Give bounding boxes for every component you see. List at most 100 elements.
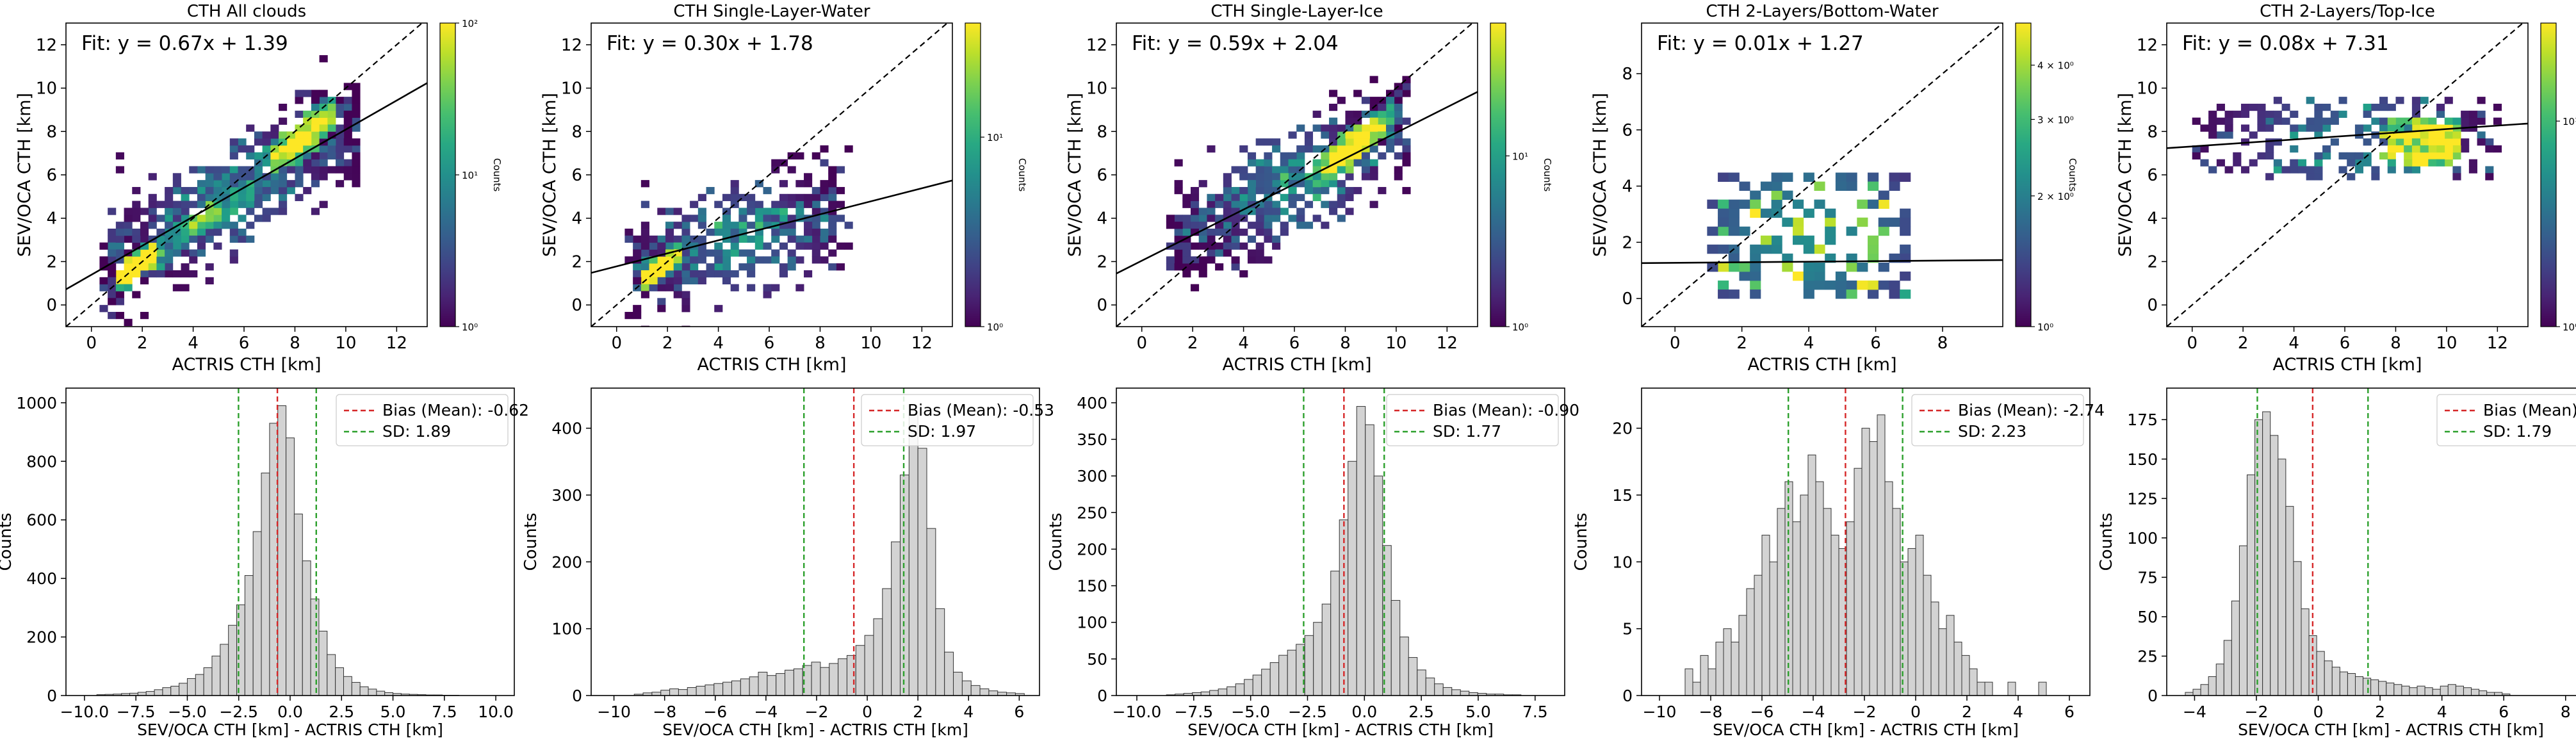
heatmap-cell (1255, 228, 1264, 236)
heatmap-cell (1231, 208, 1240, 215)
histogram-bar (310, 598, 320, 696)
heatmap-cell (189, 228, 198, 236)
heatmap-cell (2273, 138, 2282, 146)
heatmap-cell (1174, 263, 1183, 271)
heatmap-cell (2452, 145, 2461, 153)
heatmap-cell (140, 277, 149, 285)
heatmap-cell (1280, 193, 1289, 202)
x-tick-label: −8 (653, 703, 676, 721)
x-tick-label: −7.5 (117, 703, 156, 721)
heatmap-cell (754, 235, 763, 243)
histogram-bar (1900, 561, 1909, 696)
heatmap-cell (1166, 256, 1175, 264)
heatmap-cell (1394, 124, 1403, 132)
heatmap-cell (1231, 256, 1240, 264)
histogram-bar (740, 678, 750, 696)
heatmap-cell (352, 166, 361, 174)
heatmap-cell (1190, 228, 1200, 236)
heatmap-cell (2347, 159, 2356, 167)
heatmap-cell (2404, 145, 2413, 153)
heatmap-cell (649, 263, 658, 271)
heatmap-cell (238, 166, 247, 174)
histogram-bar (293, 514, 303, 696)
heatmap-cell (1771, 244, 1782, 254)
fit-line (1116, 91, 1478, 275)
heatmap-cell (763, 256, 772, 264)
heatmap-cell (213, 228, 222, 236)
heatmap-cell (1825, 217, 1836, 227)
heatmap-cell (343, 117, 352, 125)
heatmap-cell (779, 193, 788, 202)
y-tick-label: 6 (46, 166, 57, 185)
heatmap-cell (828, 173, 837, 181)
heatmap-cell (697, 242, 706, 250)
heatmap-cell (2411, 159, 2420, 167)
heatmap-cell (124, 235, 133, 243)
heatmap-cell (1394, 166, 1403, 174)
heatmap-cell (1215, 222, 1224, 229)
heatmap-cell (124, 222, 133, 229)
heatmap-cell (197, 228, 206, 236)
heatmap-cell (1718, 244, 1729, 254)
heatmap-cell (254, 138, 263, 146)
heatmap-cell (2290, 159, 2299, 167)
plot-frame (1116, 387, 1565, 696)
heatmap-cell (213, 166, 222, 174)
heatmap-cell (229, 180, 238, 188)
heatmap-cell (2290, 145, 2299, 153)
heatmap-cell (2216, 103, 2225, 111)
heatmap-cell (1378, 138, 1387, 146)
heatmap-cell (1353, 131, 1362, 139)
heatmap-cell (181, 193, 190, 202)
heatmap-cell (222, 186, 231, 195)
heatmap-cell (1782, 217, 1793, 227)
x-tick-label: −10 (597, 703, 631, 721)
heatmap-cell (2290, 131, 2299, 139)
heatmap-cell (828, 186, 837, 195)
histogram-bar (758, 671, 768, 696)
heatmap-cell (1247, 186, 1257, 195)
plot-frame (1641, 387, 2091, 696)
x-axis-label: SEV/OCA CTH [km] - ACTRIS CTH [km] (137, 721, 443, 739)
heatmap-cell (1182, 263, 1191, 271)
heatmap-cell (352, 159, 361, 167)
heatmap-cell (681, 256, 690, 264)
heatmap-cell (2363, 124, 2372, 132)
heatmap-cell (640, 284, 649, 291)
heatmap-cell (820, 145, 829, 153)
heatmap-cell (1782, 253, 1793, 263)
y-tick-label: 175 (2127, 411, 2158, 429)
histogram-bar (855, 645, 865, 696)
heatmap-cell (2192, 117, 2201, 125)
heatmap-cell (640, 235, 649, 243)
heatmap-cell (1255, 186, 1264, 195)
legend-bias-label: Bias (Mean): -0.18 (2483, 401, 2576, 419)
heatmap-cell (640, 263, 649, 271)
fit-equation: Fit: y = 0.08x + 7.31 (2182, 32, 2389, 55)
heatmap-cell (205, 263, 214, 271)
heatmap-cell (2493, 103, 2502, 111)
heatmap-cell (246, 124, 255, 132)
heatmap-cell (156, 215, 165, 222)
heatmap-cell (262, 138, 271, 146)
heatmap-cell (1394, 131, 1403, 139)
heatmap-cell (1835, 271, 1846, 281)
heatmap-cell (1718, 226, 1729, 236)
colorbar-tick-label: 3 × 10⁰ (2037, 114, 2074, 126)
heatmap-cell (828, 222, 837, 229)
heatmap-cell (2330, 117, 2339, 125)
heatmap-cell (327, 152, 336, 160)
heatmap-cell (2240, 103, 2250, 111)
heatmap-cell (115, 311, 124, 320)
legend: Bias (Mean): -0.18SD: 1.79 (2436, 394, 2576, 446)
heatmap-cell (1386, 124, 1395, 132)
x-tick-label: 0 (1670, 334, 1681, 353)
heatmap-cell (1182, 249, 1191, 257)
heatmap-cell (747, 270, 756, 278)
histogram-bar (2038, 681, 2047, 696)
x-tick-label: 4 (188, 334, 199, 353)
y-tick-label: 50 (1087, 650, 1107, 669)
heatmap-cell (172, 215, 181, 222)
heatmap-cell (738, 263, 747, 271)
